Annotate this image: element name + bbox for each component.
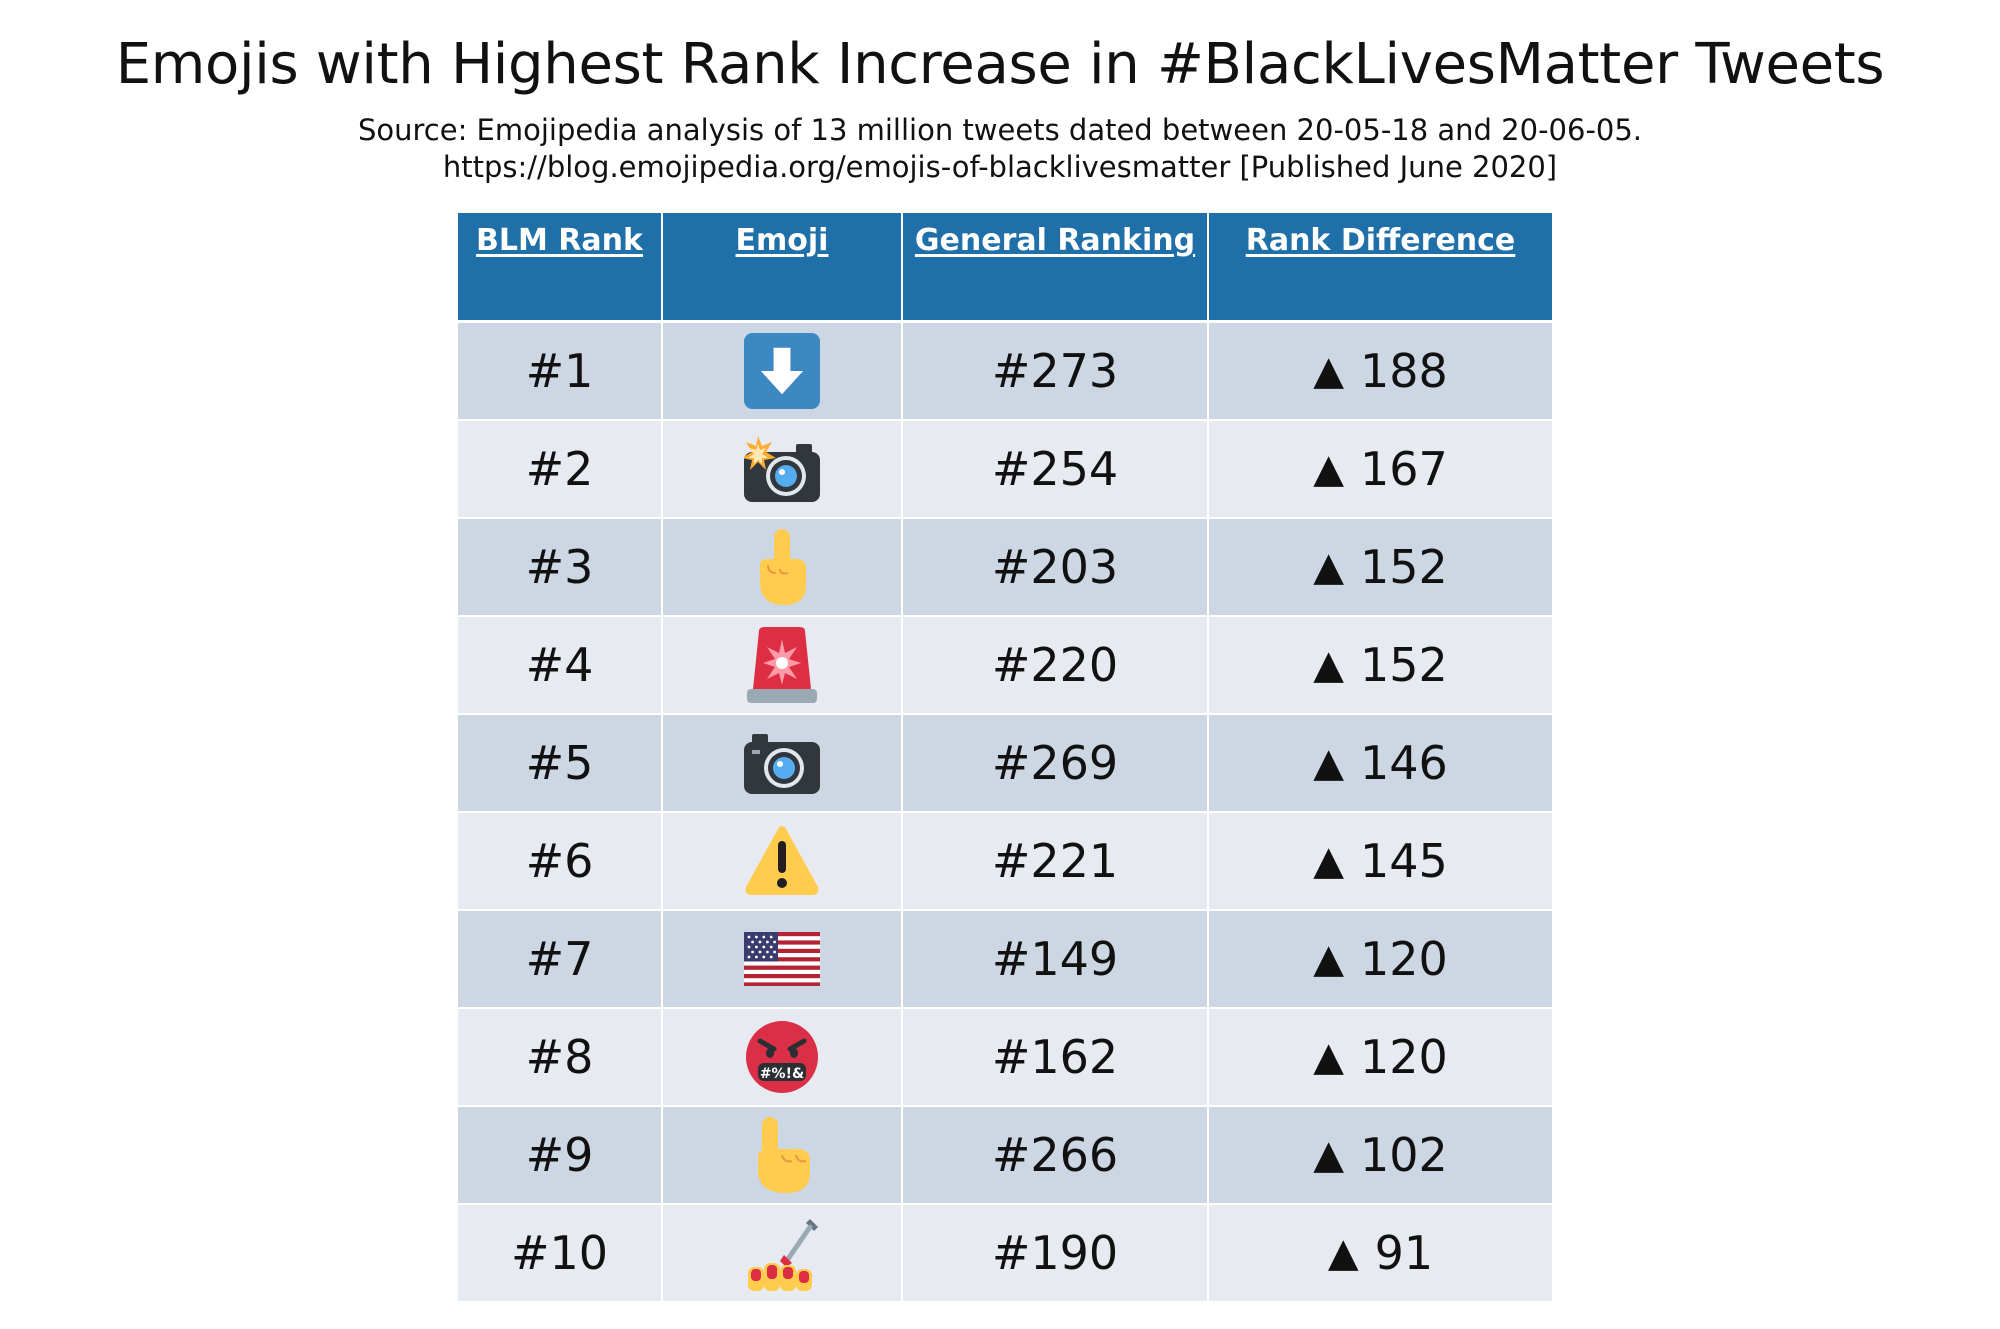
table-row: #2 #254 ▲ 167 xyxy=(458,420,1552,519)
table-row: #8 #%!& #162 ▲ 120 xyxy=(458,1008,1552,1107)
source-url: https://blog.emojipedia.org/emojis-of-bl… xyxy=(442,150,1558,184)
rank-difference-value: 152 xyxy=(1359,638,1448,692)
emoji-cell xyxy=(662,1106,903,1205)
camera-with-flash-icon xyxy=(744,436,820,502)
table-row: #5 #269 ▲ 146 xyxy=(458,714,1552,813)
blm-rank-cell: #2 xyxy=(458,420,663,519)
table-row: #7 xyxy=(458,910,1552,1009)
blm-rank-cell: #4 xyxy=(458,616,663,715)
table-row: #9 #266 ▲ 102 xyxy=(458,1106,1552,1205)
rank-difference-cell: ▲ 146 xyxy=(1208,714,1552,813)
emoji-cell xyxy=(662,812,903,911)
table-row: #10 #190 ▲ 91 xyxy=(458,1204,1552,1303)
blm-rank-cell: #5 xyxy=(458,714,663,813)
rank-difference-value: 152 xyxy=(1359,540,1448,594)
rank-difference-cell: ▲ 120 xyxy=(1208,1008,1552,1107)
general-ranking-cell: #254 xyxy=(902,420,1209,519)
emoji-cell: #%!& xyxy=(662,1008,903,1107)
blm-rank-cell: #8 xyxy=(458,1008,663,1107)
table-row: #6 #221 ▲ 145 xyxy=(458,812,1552,911)
down-arrow-button-icon xyxy=(744,333,820,409)
blm-rank-cell: #7 xyxy=(458,910,663,1009)
blm-rank-cell: #1 xyxy=(458,321,663,421)
rank-difference-cell: ▲ 120 xyxy=(1208,910,1552,1009)
up-triangle-icon: ▲ xyxy=(1313,446,1344,492)
emoji-cell xyxy=(662,1204,903,1303)
up-triangle-icon: ▲ xyxy=(1313,544,1344,590)
emoji-cell xyxy=(662,910,903,1009)
rank-difference-cell: ▲ 102 xyxy=(1208,1106,1552,1205)
flag-united-states-icon xyxy=(744,932,820,986)
up-triangle-icon: ▲ xyxy=(1327,1230,1359,1276)
rank-difference-cell: ▲ 152 xyxy=(1208,518,1552,617)
warning-icon xyxy=(745,826,819,895)
blm-rank-cell: #6 xyxy=(458,812,663,911)
emoji-cell xyxy=(662,616,903,715)
table-row: #4 #220 ▲ 152 xyxy=(458,616,1552,715)
table-row: #1 #273 ▲ 188 xyxy=(458,321,1552,421)
police-car-light-icon xyxy=(747,627,817,703)
rank-difference-value: 120 xyxy=(1359,1030,1448,1084)
general-ranking-cell: #149 xyxy=(902,910,1209,1009)
up-triangle-icon: ▲ xyxy=(1313,740,1344,786)
grawlix-text: #%!& xyxy=(760,1066,804,1082)
emoji-cell xyxy=(662,420,903,519)
general-ranking-cell: #162 xyxy=(902,1008,1209,1107)
camera-icon xyxy=(744,734,820,794)
rank-difference-cell: ▲ 167 xyxy=(1208,420,1552,519)
up-triangle-icon: ▲ xyxy=(1313,936,1344,982)
rank-difference-value: 146 xyxy=(1359,736,1448,790)
general-ranking-cell: #190 xyxy=(902,1204,1209,1303)
blm-rank-cell: #9 xyxy=(458,1106,663,1205)
middle-finger-icon xyxy=(760,529,806,605)
general-ranking-cell: #273 xyxy=(902,321,1209,421)
general-ranking-cell: #220 xyxy=(902,616,1209,715)
face-with-symbols-on-mouth-icon: #%!& xyxy=(746,1021,818,1093)
rank-difference-value: 120 xyxy=(1359,932,1448,986)
rank-difference-value: 145 xyxy=(1359,834,1448,888)
general-ranking-cell: #203 xyxy=(902,518,1209,617)
up-triangle-icon: ▲ xyxy=(1313,348,1344,394)
general-ranking-cell: #221 xyxy=(902,812,1209,911)
rank-difference-value: 91 xyxy=(1374,1226,1434,1280)
rank-difference-cell: ▲ 188 xyxy=(1208,321,1552,421)
page-title: Emojis with Highest Rank Increase in #Bl… xyxy=(115,32,1885,97)
header-rank-difference: Rank Difference xyxy=(1208,213,1552,323)
emoji-cell xyxy=(662,714,903,813)
table-header-row: BLM Rank Emoji General Ranking Rank Diff… xyxy=(458,213,1552,323)
emoji-cell xyxy=(662,321,903,421)
rank-difference-value: 102 xyxy=(1359,1128,1448,1182)
general-ranking-cell: #269 xyxy=(902,714,1209,813)
rank-difference-cell: ▲ 91 xyxy=(1208,1204,1552,1303)
rank-difference-value: 188 xyxy=(1359,344,1448,398)
up-triangle-icon: ▲ xyxy=(1313,1132,1344,1178)
header-general-ranking: General Ranking xyxy=(902,213,1209,323)
table-row: #3 #203 ▲ 152 xyxy=(458,518,1552,617)
source-note: Source: Emojipedia analysis of 13 millio… xyxy=(357,113,1643,147)
up-triangle-icon: ▲ xyxy=(1313,838,1344,884)
header-emoji: Emoji xyxy=(662,213,903,323)
blm-rank-cell: #3 xyxy=(458,518,663,617)
up-triangle-icon: ▲ xyxy=(1313,1034,1344,1080)
rank-difference-cell: ▲ 145 xyxy=(1208,812,1552,911)
emoji-cell xyxy=(662,518,903,617)
general-ranking-cell: #266 xyxy=(902,1106,1209,1205)
rank-difference-value: 167 xyxy=(1359,442,1448,496)
blm-rank-cell: #10 xyxy=(458,1204,663,1303)
nail-polish-icon xyxy=(748,1219,818,1291)
index-pointing-up-icon xyxy=(758,1117,810,1193)
emoji-rank-table: BLM Rank Emoji General Ranking Rank Diff… xyxy=(458,213,1552,1303)
header-blm-rank: BLM Rank xyxy=(458,213,663,323)
up-triangle-icon: ▲ xyxy=(1313,642,1344,688)
rank-difference-cell: ▲ 152 xyxy=(1208,616,1552,715)
